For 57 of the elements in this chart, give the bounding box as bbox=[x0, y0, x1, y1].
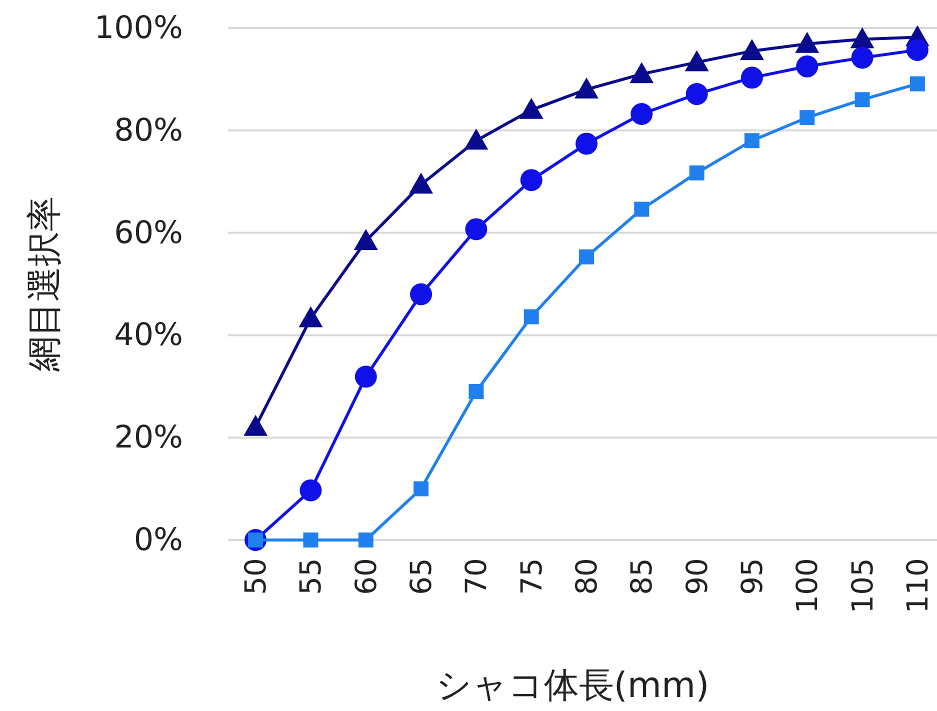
point bbox=[689, 165, 704, 180]
y-tick-label: 40% bbox=[114, 317, 183, 354]
point bbox=[854, 92, 870, 108]
y-axis-title: 網目選択率 bbox=[25, 196, 65, 372]
point bbox=[409, 172, 434, 194]
x-tick-label: 60 bbox=[348, 558, 383, 595]
point bbox=[630, 62, 654, 84]
y-tick-label: 80% bbox=[114, 112, 183, 148]
point bbox=[300, 479, 322, 502]
point bbox=[906, 39, 928, 62]
point bbox=[686, 83, 708, 106]
x-tick-label: 85 bbox=[624, 558, 659, 595]
point bbox=[520, 169, 542, 192]
point bbox=[303, 532, 318, 548]
point bbox=[410, 283, 432, 306]
y-tick-label: 60% bbox=[114, 214, 183, 251]
point bbox=[464, 128, 488, 150]
point bbox=[354, 228, 378, 250]
x-tick-label: 100 bbox=[790, 558, 824, 614]
point bbox=[851, 46, 874, 69]
point bbox=[800, 110, 815, 126]
x-tick-label: 95 bbox=[734, 558, 769, 595]
point bbox=[634, 202, 650, 217]
x-tick-label: 65 bbox=[404, 558, 438, 595]
point bbox=[524, 309, 539, 324]
x-tick-label: 75 bbox=[514, 558, 548, 595]
point bbox=[519, 98, 544, 119]
x-tick-label: 70 bbox=[459, 558, 494, 595]
x-tick-label: 105 bbox=[845, 558, 880, 614]
x-tick-label: 80 bbox=[570, 558, 604, 595]
point bbox=[850, 27, 874, 48]
point bbox=[468, 384, 484, 400]
x-tick-label: 55 bbox=[294, 558, 328, 595]
point bbox=[795, 32, 820, 53]
x-tick-label: 90 bbox=[680, 558, 714, 595]
point bbox=[298, 306, 323, 328]
point bbox=[796, 55, 818, 78]
point bbox=[740, 39, 764, 60]
point bbox=[576, 132, 598, 155]
x-tick-label: 50 bbox=[238, 558, 273, 595]
y-tick-label: 100% bbox=[94, 10, 183, 46]
y-tick-label: 20% bbox=[114, 420, 183, 456]
y-tick-label: 0% bbox=[134, 522, 183, 558]
point bbox=[354, 366, 377, 388]
point bbox=[579, 249, 594, 264]
point bbox=[744, 133, 760, 148]
point bbox=[630, 103, 653, 126]
point bbox=[574, 77, 598, 98]
point bbox=[244, 414, 268, 436]
point bbox=[414, 481, 429, 496]
point bbox=[465, 218, 488, 240]
point bbox=[358, 532, 374, 548]
x-tick-label: 110 bbox=[900, 558, 934, 614]
x-axis-title: シャコ体長(mm) bbox=[436, 666, 710, 706]
point bbox=[910, 76, 925, 92]
point bbox=[740, 66, 763, 89]
point bbox=[684, 50, 709, 72]
